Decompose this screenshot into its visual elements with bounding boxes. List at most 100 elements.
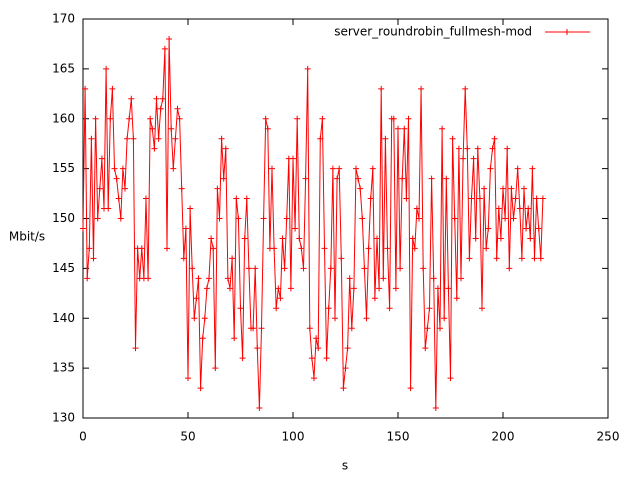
data-point <box>298 245 305 252</box>
data-point <box>115 195 122 202</box>
data-point <box>178 185 185 192</box>
data-point <box>180 255 187 262</box>
data-point <box>346 275 353 282</box>
data-point <box>409 235 416 242</box>
data-point <box>193 295 200 302</box>
data-point <box>157 105 164 112</box>
data-point <box>327 265 334 272</box>
data-point <box>214 185 221 192</box>
data-point <box>195 275 202 282</box>
data-point <box>122 185 128 192</box>
data-point <box>399 175 406 182</box>
data-point <box>474 145 481 152</box>
data-point <box>237 305 244 312</box>
y-tick-label: 165 <box>52 61 75 75</box>
x-tick-label: 0 <box>79 430 87 444</box>
data-point <box>138 245 145 252</box>
y-tick-label: 140 <box>52 311 75 325</box>
data-point <box>382 135 389 142</box>
data-point <box>155 135 162 142</box>
data-point <box>306 325 313 332</box>
data-point <box>113 175 120 182</box>
data-point <box>103 65 110 72</box>
data-point <box>84 275 91 282</box>
data-point <box>344 345 351 352</box>
data-point <box>489 145 496 152</box>
data-point <box>529 165 536 172</box>
data-point <box>279 235 286 242</box>
data-point <box>514 165 521 172</box>
data-point <box>363 315 370 322</box>
data-point <box>189 265 196 272</box>
data-point <box>126 115 133 122</box>
data-point <box>199 335 206 342</box>
data-point <box>94 215 101 222</box>
data-point <box>537 255 544 262</box>
data-point <box>481 185 488 192</box>
data-point <box>212 365 219 372</box>
data-point <box>233 195 240 202</box>
data-line <box>82 38 544 409</box>
data-point <box>86 245 93 252</box>
data-point <box>82 85 89 92</box>
data-point <box>182 225 189 232</box>
data-point <box>275 285 282 292</box>
data-point <box>292 225 299 232</box>
data-point <box>424 325 431 332</box>
data-point <box>390 115 397 122</box>
data-point <box>353 165 359 172</box>
data-point <box>533 195 540 202</box>
data-point <box>235 215 242 222</box>
data-point <box>164 245 170 252</box>
data-point <box>283 215 290 222</box>
data-point <box>518 255 525 262</box>
data-point <box>105 205 112 212</box>
data-point <box>371 295 378 302</box>
data-point <box>262 115 269 122</box>
data-point <box>504 145 511 152</box>
data-point <box>510 215 517 222</box>
x-axis-label: s <box>342 459 348 473</box>
data-point <box>357 185 364 192</box>
data-point <box>401 125 408 132</box>
data-point <box>395 125 401 132</box>
y-tick-label: 135 <box>52 361 75 375</box>
data-point <box>392 285 399 292</box>
data-point <box>451 215 458 222</box>
data-point <box>302 175 309 182</box>
data-point <box>485 225 492 232</box>
data-point <box>430 275 437 282</box>
data-point <box>405 115 412 122</box>
data-point <box>420 265 427 272</box>
data-point <box>256 405 263 412</box>
data-point <box>128 95 135 102</box>
data-point <box>174 105 181 112</box>
data-point <box>197 385 204 392</box>
data-point <box>201 315 208 322</box>
data-point <box>132 345 139 352</box>
data-point <box>479 305 485 312</box>
data-point <box>487 165 494 172</box>
data-point <box>525 205 532 212</box>
data-point <box>539 195 546 202</box>
data-point <box>455 145 462 152</box>
data-point <box>149 125 156 132</box>
data-point <box>170 165 177 172</box>
data-point <box>468 195 475 202</box>
data-point <box>210 245 217 252</box>
data-point <box>466 255 473 262</box>
data-point <box>319 115 326 122</box>
data-point <box>168 125 175 132</box>
data-point <box>277 295 284 302</box>
data-point <box>290 155 296 162</box>
data-point <box>107 115 114 122</box>
data-point <box>464 145 471 152</box>
data-point <box>260 215 267 222</box>
data-point <box>124 135 131 142</box>
data-point <box>403 195 410 202</box>
data-point <box>323 355 330 362</box>
data-point <box>143 195 149 202</box>
data-point <box>407 385 414 392</box>
data-point <box>231 335 238 342</box>
data-point <box>334 175 341 182</box>
